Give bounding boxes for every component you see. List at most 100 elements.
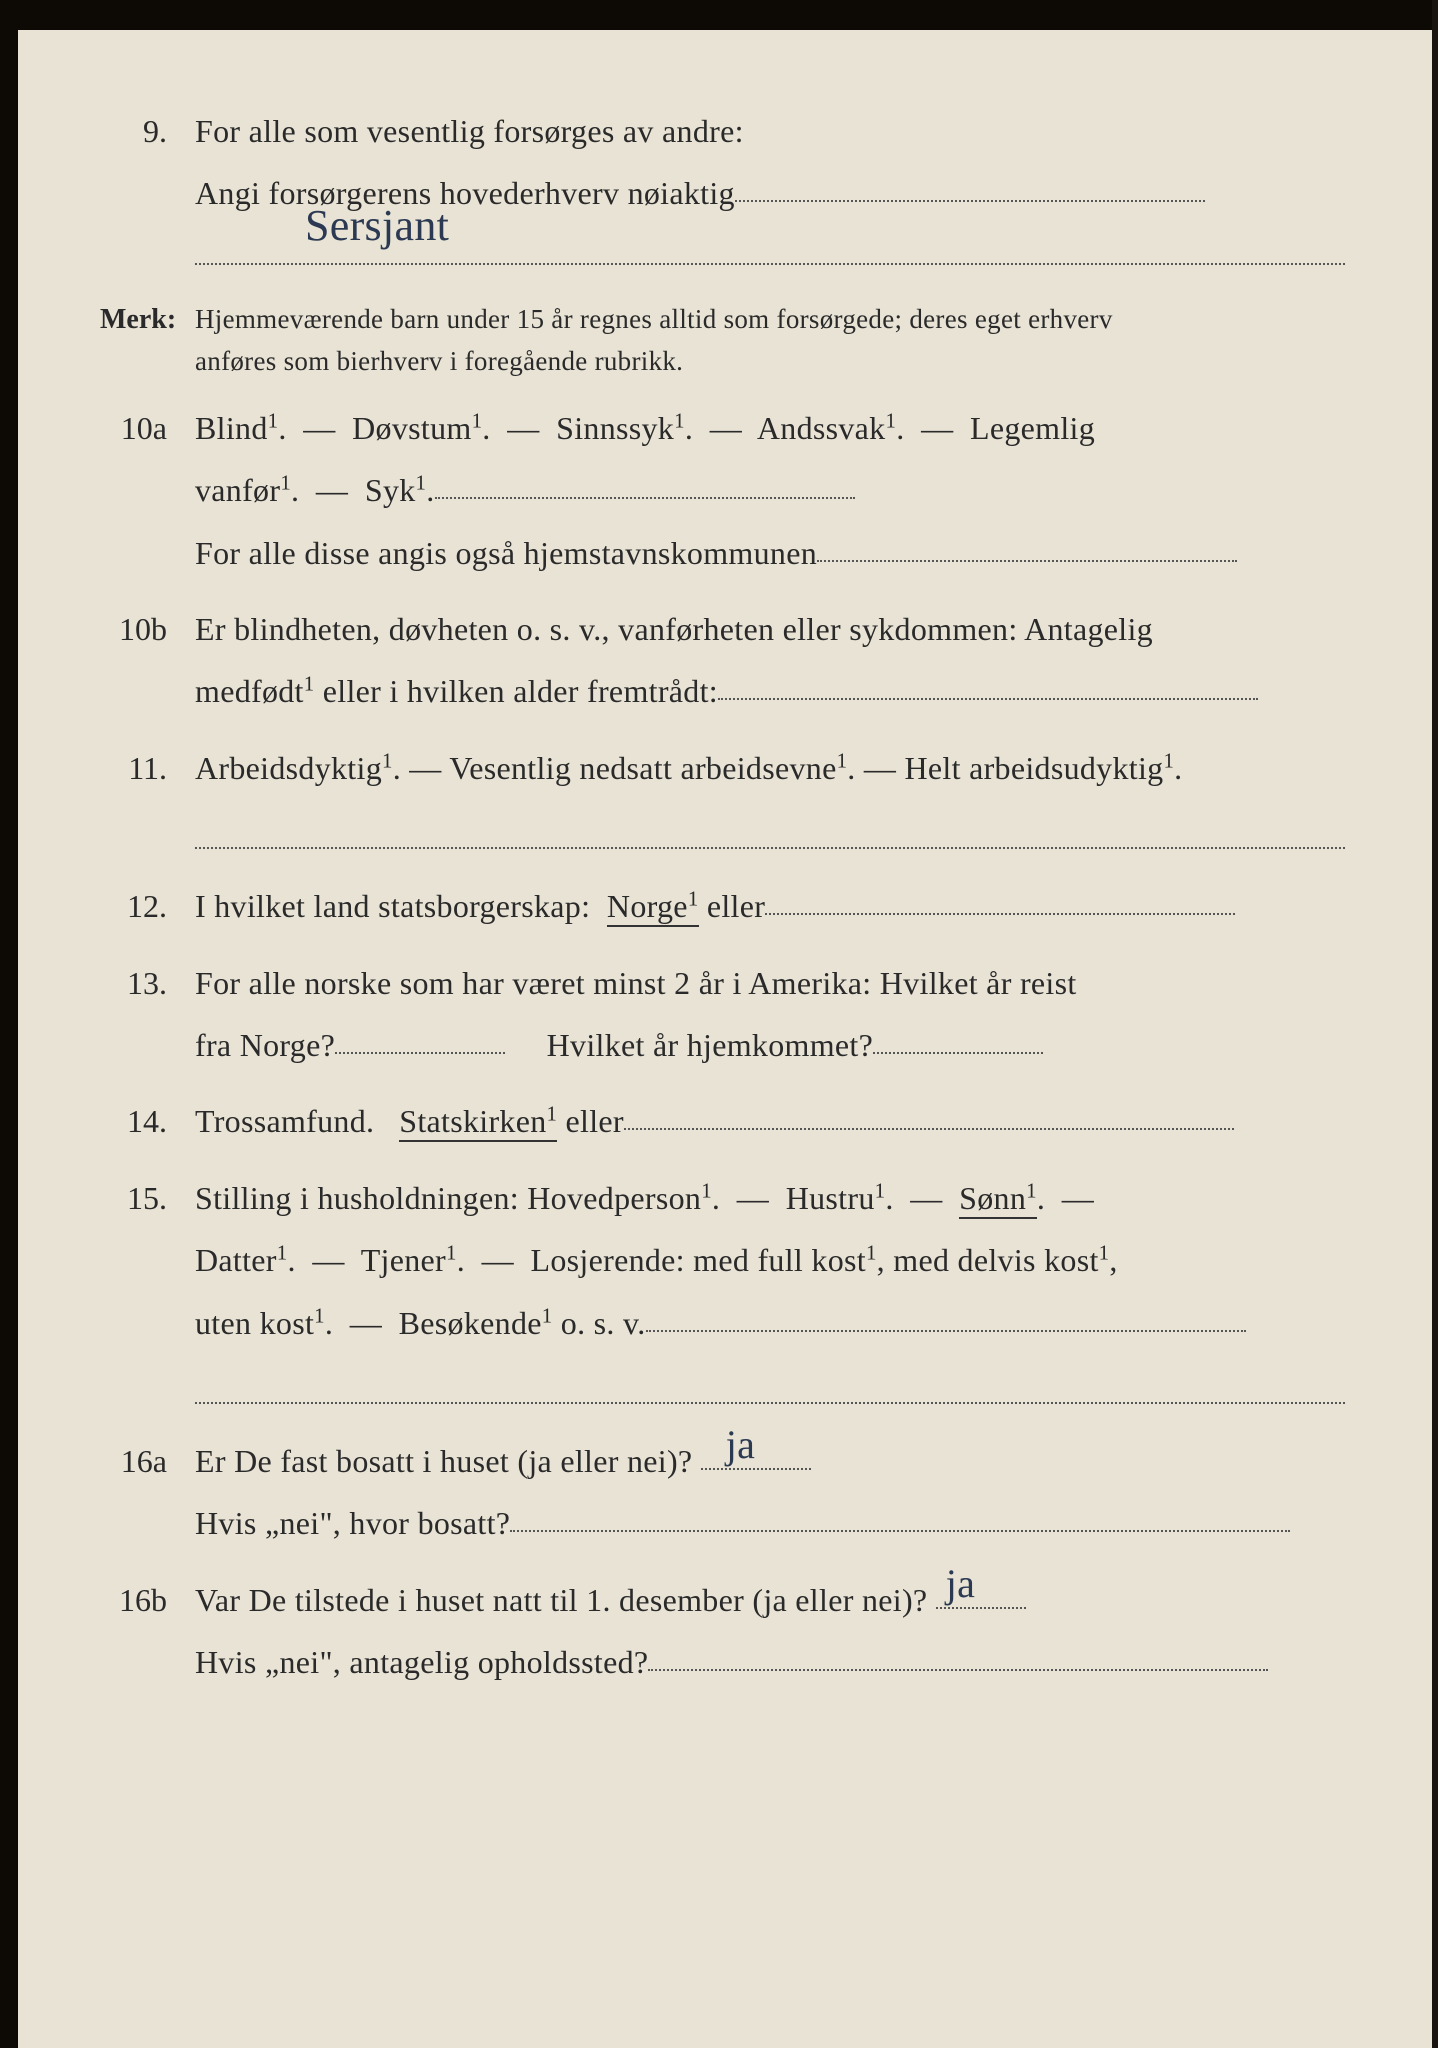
q10a-dov: Døvstum	[352, 410, 471, 446]
q11-body: Arbeidsdyktig1. — Vesentlig nedsatt arbe…	[195, 737, 1368, 861]
q13-body: For alle norske som har været minst 2 år…	[195, 952, 1368, 1077]
q15-uten: uten kost	[195, 1305, 314, 1341]
q11-p1: Arbeidsdyktig	[195, 750, 382, 786]
q10b-text2b: eller i hvilken alder fremtrådt:	[314, 673, 718, 709]
q14-text: Trossamfund.	[195, 1103, 374, 1139]
q9-line2: Angi forsørgerens hovederhverv nøiaktig	[195, 175, 735, 211]
q10a-lege: Legemlig	[970, 410, 1095, 446]
question-15: 15. Stilling i husholdningen: Hovedperso…	[100, 1167, 1368, 1416]
question-10b: 10b Er blindheten, døvheten o. s. v., va…	[100, 598, 1368, 723]
q14-body: Trossamfund. Statskirken1 eller	[195, 1090, 1368, 1152]
q16a-text2: Hvis „nei", hvor bosatt?	[195, 1505, 510, 1541]
q9-body: For alle som vesentlig forsørges av andr…	[195, 100, 1368, 287]
q16a-answer-line: ja	[701, 1436, 811, 1470]
q14-stats: Statskirken1	[399, 1103, 557, 1142]
blank-line	[817, 528, 1237, 562]
q14-stats-text: Statskirken	[399, 1103, 546, 1139]
blank-line	[765, 881, 1235, 915]
blank-line	[718, 666, 1258, 700]
q9-number: 9.	[100, 100, 195, 162]
q10a-line3: For alle disse angis også hjemstavnskomm…	[195, 535, 817, 571]
question-12: 12. I hvilket land statsborgerskap: Norg…	[100, 875, 1368, 937]
q9-handwritten-answer: Sersjant	[305, 183, 449, 269]
q10a-syk: Syk	[365, 472, 416, 508]
q15-body: Stilling i husholdningen: Hovedperson1. …	[195, 1167, 1368, 1416]
blank-line	[648, 1637, 1268, 1671]
blank-line	[873, 1020, 1043, 1054]
q15-tjener: Tjener	[361, 1242, 446, 1278]
q10a-ands: Andssvak	[757, 410, 886, 446]
q16b-text2: Hvis „nei", antagelig opholdssted?	[195, 1644, 648, 1680]
q15-osv: o. s. v.	[552, 1305, 645, 1341]
q16b-text1: Var De tilstede i huset natt til 1. dese…	[195, 1582, 927, 1618]
q12-norge: Norge1	[607, 888, 699, 927]
scan-border-right	[1432, 0, 1438, 2048]
q13-text2a: fra Norge?	[195, 1027, 335, 1063]
q10b-text1: Er blindheten, døvheten o. s. v., vanfør…	[195, 611, 1153, 647]
q15-number: 15.	[100, 1167, 195, 1229]
q15-hustru: Hustru	[786, 1180, 875, 1216]
q15-besok: Besøkende	[399, 1305, 542, 1341]
q16a-number: 16a	[100, 1430, 195, 1492]
scan-border-left	[0, 0, 18, 2048]
q10a-blind: Blind	[195, 410, 268, 446]
blank-line	[195, 1402, 1345, 1404]
question-10a: 10a Blind1. — Døvstum1. — Sinnssyk1. — A…	[100, 397, 1368, 584]
question-9: 9. For alle som vesentlig forsørges av a…	[100, 100, 1368, 287]
scanned-form-page: 9. For alle som vesentlig forsørges av a…	[0, 0, 1438, 2048]
blank-line	[510, 1498, 1290, 1532]
merk-body: Hjemmeværende barn under 15 år regnes al…	[195, 299, 1368, 383]
merk-text1: Hjemmeværende barn under 15 år regnes al…	[195, 304, 1113, 334]
q11-p3: Helt arbeidsudyktig	[904, 750, 1163, 786]
q16b-answer-line: ja	[936, 1575, 1026, 1609]
question-14: 14. Trossamfund. Statskirken1 eller	[100, 1090, 1368, 1152]
q10b-number: 10b	[100, 598, 195, 660]
blank-line	[435, 465, 855, 499]
q16a-handwritten-answer: ja	[726, 1406, 755, 1484]
merk-label: Merk:	[100, 293, 195, 348]
q10b-body: Er blindheten, døvheten o. s. v., vanfør…	[195, 598, 1368, 723]
q12-eller: eller	[699, 888, 766, 924]
q15-delvis: med delvis kost	[893, 1242, 1098, 1278]
q13-text1: For alle norske som har været minst 2 år…	[195, 965, 1077, 1001]
q9-line1: For alle som vesentlig forsørges av andr…	[195, 113, 744, 149]
q16b-handwritten-answer: ja	[946, 1545, 975, 1623]
q16b-body: Var De tilstede i huset natt til 1. dese…	[195, 1569, 1368, 1694]
q16b-number: 16b	[100, 1569, 195, 1631]
note-merk: Merk: Hjemmeværende barn under 15 år reg…	[100, 293, 1368, 383]
q10a-sinn: Sinnssyk	[556, 410, 674, 446]
q12-norge-text: Norge	[607, 888, 688, 924]
q10a-body: Blind1. — Døvstum1. — Sinnssyk1. — Andss…	[195, 397, 1368, 584]
q10b-text2a: medfødt	[195, 673, 304, 709]
q15-losj: Losjerende: med full kost	[531, 1242, 866, 1278]
q11-number: 11.	[100, 737, 195, 799]
question-16a: 16a Er De fast bosatt i huset (ja eller …	[100, 1430, 1368, 1555]
q16a-text1: Er De fast bosatt i huset (ja eller nei)…	[195, 1443, 692, 1479]
q15-sonn-text: Sønn	[959, 1180, 1026, 1216]
blank-line	[335, 1020, 505, 1054]
q13-number: 13.	[100, 952, 195, 1014]
form-content: 9. For alle som vesentlig forsørges av a…	[100, 100, 1368, 1694]
q14-number: 14.	[100, 1090, 195, 1152]
blank-line	[195, 847, 1345, 849]
q10a-vanfor: vanfør	[195, 472, 280, 508]
question-16b: 16b Var De tilstede i huset natt til 1. …	[100, 1569, 1368, 1694]
question-11: 11. Arbeidsdyktig1. — Vesentlig nedsatt …	[100, 737, 1368, 861]
q16a-body: Er De fast bosatt i huset (ja eller nei)…	[195, 1430, 1368, 1555]
question-13: 13. For alle norske som har været minst …	[100, 952, 1368, 1077]
q9-answer-line: Sersjant	[195, 225, 1345, 287]
q14-eller: eller	[557, 1103, 624, 1139]
scan-border-top	[0, 0, 1438, 30]
merk-text2: anføres som bierhverv i foregående rubri…	[195, 346, 683, 376]
q10a-number: 10a	[100, 397, 195, 459]
q12-text: I hvilket land statsborgerskap:	[195, 888, 590, 924]
blank-line	[624, 1096, 1234, 1130]
q11-p2: Vesentlig nedsatt arbeidsevne	[449, 750, 836, 786]
q15-sonn: Sønn1	[959, 1180, 1037, 1219]
blank-line	[735, 168, 1205, 202]
q15-p1: Stilling i husholdningen: Hovedperson	[195, 1180, 701, 1216]
q15-datter: Datter	[195, 1242, 277, 1278]
q13-text2b: Hvilket år hjemkommet?	[547, 1027, 874, 1063]
q12-body: I hvilket land statsborgerskap: Norge1 e…	[195, 875, 1368, 937]
q12-number: 12.	[100, 875, 195, 937]
